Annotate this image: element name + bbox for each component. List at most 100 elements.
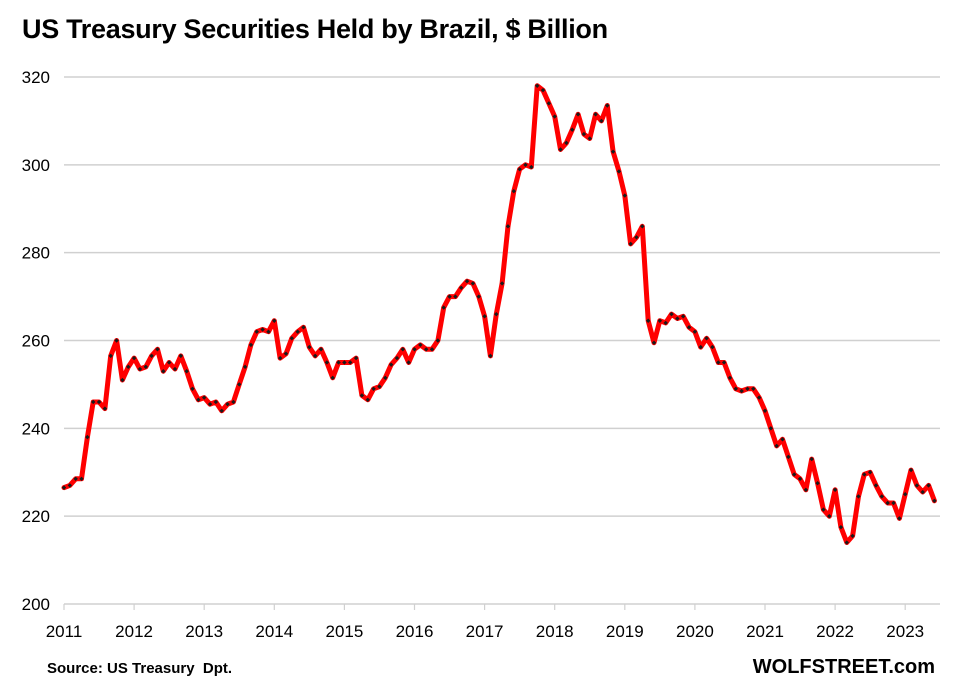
data-point <box>277 355 283 361</box>
data-point <box>605 103 610 108</box>
data-point <box>885 500 890 506</box>
data-point <box>780 437 785 442</box>
data-point <box>570 127 575 132</box>
data-point <box>301 325 306 330</box>
data-point <box>751 386 756 392</box>
data-point <box>137 366 143 372</box>
data-point <box>383 375 388 381</box>
data-point <box>640 224 645 229</box>
data-point <box>651 340 657 345</box>
data-point <box>447 294 452 299</box>
data-point <box>161 369 166 374</box>
data-point <box>155 347 160 352</box>
data-point <box>388 362 394 367</box>
x-tick-label: 2019 <box>606 622 644 641</box>
source-note: Source: US Treasury Dpt. <box>47 660 233 677</box>
data-point <box>412 347 417 352</box>
x-tick-label: 2011 <box>46 622 83 641</box>
data-point <box>260 327 265 332</box>
data-point <box>225 401 230 407</box>
data-point <box>891 500 896 506</box>
data-point <box>365 397 370 402</box>
data-point <box>739 388 744 394</box>
data-point <box>318 347 324 352</box>
data-point <box>488 353 493 359</box>
data-point <box>126 364 131 370</box>
series-markers <box>61 83 937 545</box>
data-point <box>558 147 563 152</box>
data-point <box>844 540 849 545</box>
data-point <box>324 360 330 365</box>
data-point <box>716 360 721 365</box>
data-point <box>873 483 879 488</box>
data-point <box>429 347 435 352</box>
y-tick-label: 200 <box>22 595 50 614</box>
y-tick-label: 240 <box>22 419 50 438</box>
data-point <box>91 399 96 405</box>
x-tick-label: 2023 <box>886 622 924 641</box>
data-point <box>628 241 633 247</box>
data-point <box>400 347 406 352</box>
data-point <box>85 434 90 440</box>
data-point <box>710 344 715 350</box>
data-point <box>867 470 873 475</box>
data-point <box>359 393 365 398</box>
data-point <box>511 188 517 194</box>
data-point <box>96 399 102 405</box>
series-line-path <box>61 83 937 545</box>
data-point <box>248 342 254 348</box>
data-point <box>453 294 458 299</box>
data-point <box>423 347 429 352</box>
data-point <box>336 360 341 365</box>
data-point <box>499 281 505 286</box>
data-point <box>797 476 803 482</box>
data-point <box>704 336 709 341</box>
data-point <box>464 279 470 284</box>
data-point <box>645 318 651 323</box>
y-tick-label: 280 <box>22 244 50 263</box>
data-point <box>102 406 108 411</box>
data-point <box>61 485 67 490</box>
data-point <box>307 344 312 350</box>
data-point <box>67 483 73 488</box>
data-point <box>143 364 148 370</box>
data-point <box>634 235 639 240</box>
data-point <box>184 369 189 374</box>
data-point <box>768 426 774 431</box>
data-point <box>213 399 219 405</box>
y-tick-label: 300 <box>22 156 50 175</box>
data-point <box>108 353 113 359</box>
data-point <box>79 476 84 482</box>
gridlines <box>64 76 940 517</box>
data-point <box>435 338 441 343</box>
data-point <box>494 311 499 317</box>
data-point <box>517 167 522 172</box>
data-point <box>727 375 733 381</box>
data-point <box>792 472 797 477</box>
data-point <box>406 360 411 365</box>
data-point <box>657 318 663 323</box>
data-point <box>172 366 178 372</box>
data-point <box>505 224 511 229</box>
x-tick-label: 2013 <box>185 622 223 641</box>
y-tick-label: 320 <box>22 68 50 87</box>
data-point <box>231 399 236 405</box>
x-tick-label: 2014 <box>255 622 293 641</box>
data-point <box>254 329 259 334</box>
data-point <box>879 494 885 499</box>
x-tick-label: 2021 <box>746 622 784 641</box>
data-point <box>131 355 137 361</box>
data-point <box>207 401 213 407</box>
data-point <box>803 487 809 493</box>
x-tick-label: 2018 <box>536 622 574 641</box>
data-point <box>616 169 622 174</box>
data-point <box>120 377 125 383</box>
data-point <box>686 325 692 330</box>
data-point <box>920 489 925 495</box>
data-point <box>441 305 446 310</box>
data-point <box>283 351 289 356</box>
data-point <box>540 87 546 93</box>
data-point <box>587 136 592 141</box>
x-tick-label: 2022 <box>816 622 854 641</box>
